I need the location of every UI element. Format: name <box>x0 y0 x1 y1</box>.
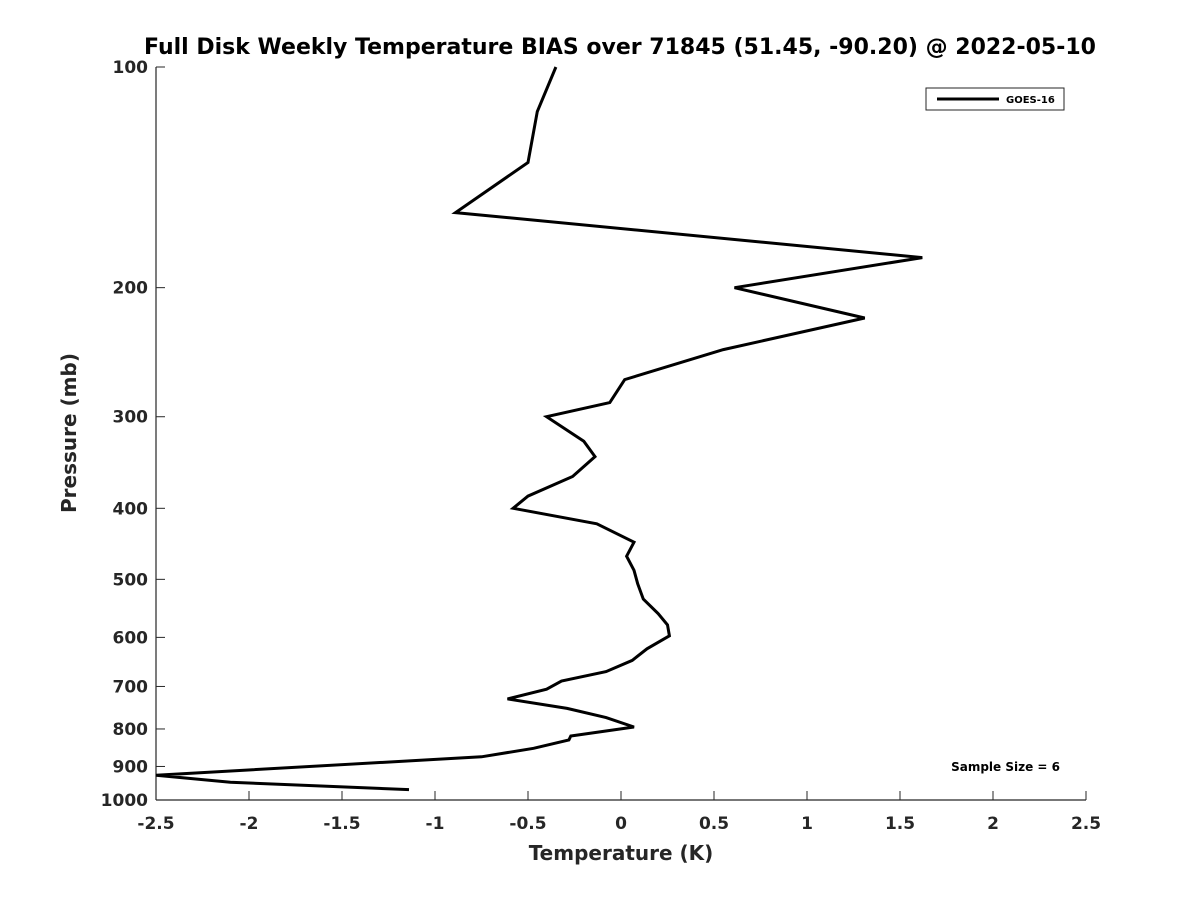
y-tick-label: 600 <box>113 628 149 648</box>
x-tick-label: 0.5 <box>699 814 729 834</box>
y-tick-label: 400 <box>113 499 149 519</box>
x-tick-label: -1.5 <box>323 814 360 834</box>
sample-size-annotation: Sample Size = 6 <box>951 760 1060 774</box>
x-tick-label: 1 <box>801 814 813 834</box>
legend: GOES-16 <box>925 87 1065 111</box>
x-tick-label: -2 <box>240 814 259 834</box>
y-tick-label: 800 <box>113 720 149 740</box>
x-tick-label: 0 <box>615 814 627 834</box>
y-tick-label: 1000 <box>101 791 148 811</box>
plot-area <box>156 67 1086 800</box>
y-tick-label: 100 <box>113 58 149 78</box>
x-axis-label: Temperature (K) <box>529 841 714 865</box>
x-tick-label: -2.5 <box>137 814 174 834</box>
x-tick-label: 2 <box>987 814 999 834</box>
x-tick-label: -0.5 <box>509 814 546 834</box>
chart-title: Full Disk Weekly Temperature BIAS over 7… <box>144 35 1096 60</box>
y-tick-label: 500 <box>113 570 149 590</box>
x-tick-label: 1.5 <box>885 814 915 834</box>
series <box>155 66 923 792</box>
y-tick-label: 300 <box>113 408 149 428</box>
y-tick-label: 700 <box>113 677 149 697</box>
y-tick-label: 900 <box>113 757 149 777</box>
x-tick-label: -1 <box>426 814 445 834</box>
y-tick-label: 200 <box>113 279 149 299</box>
legend-label-goes-16: GOES-16 <box>1006 95 1055 106</box>
y-axis-label: Pressure (mb) <box>57 353 81 513</box>
x-tick-label: 2.5 <box>1071 814 1101 834</box>
ticks: -2.5 -2 -1.5 -1 -0.5 0 0.5 1 1.5 2 2.5 100 200 300 400… <box>101 58 1101 834</box>
series-line-goes-16 <box>155 66 923 792</box>
